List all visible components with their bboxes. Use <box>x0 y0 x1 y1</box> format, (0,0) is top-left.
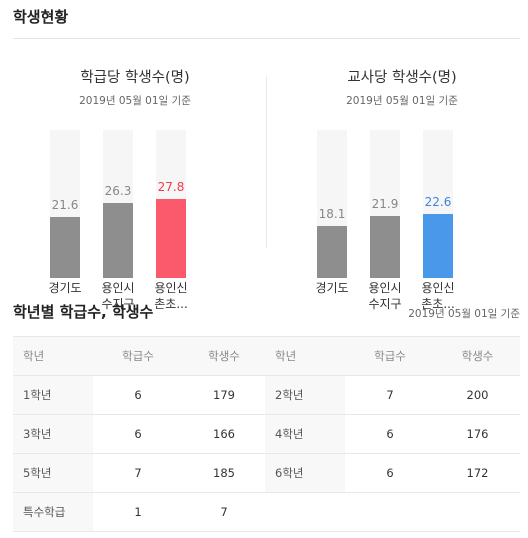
classes-cell: 1 <box>93 492 183 532</box>
bar-label-line2: 촌초... <box>154 297 188 311</box>
bar-fill <box>103 203 133 278</box>
grade-table: 학년 학급수 학생수 학년 학급수 학생수 1학년 6 179 2학년 7 20… <box>13 336 520 532</box>
empty-cell <box>265 492 345 532</box>
empty-cell <box>345 492 435 532</box>
bar-fill <box>156 199 186 278</box>
bar-label-line2: 수지구 <box>101 297 135 311</box>
bar-label-line1: 경기도 <box>48 281 82 295</box>
table-row: 1학년 6 179 2학년 7 200 <box>13 375 520 415</box>
grade-cell: 4학년 <box>265 414 345 454</box>
header-grade: 학년 <box>265 336 345 376</box>
bar-value: 26.3 <box>104 184 132 198</box>
bar-label-line1: 용인시 <box>101 281 135 295</box>
students-cell: 172 <box>435 453 520 493</box>
classes-cell: 6 <box>345 414 435 454</box>
classes-cell: 6 <box>93 414 183 454</box>
header-students: 학생수 <box>183 336 265 376</box>
students-cell: 176 <box>435 414 520 454</box>
header-grade: 학년 <box>13 336 93 376</box>
bar-fill <box>370 216 400 278</box>
chart-date: 2019년 05월 01일 기준 <box>79 95 191 107</box>
bar-fill <box>50 217 80 278</box>
bar-value: 21.9 <box>371 197 399 211</box>
bar-label-line2: 촌초... <box>421 297 455 311</box>
bar-label-line1: 용인신 <box>154 281 188 295</box>
table-row: 특수학급 1 7 <box>13 492 520 532</box>
bar-column: 18.1 경기도 <box>315 130 349 295</box>
bar-label: 경기도 <box>40 280 90 296</box>
students-cell: 185 <box>183 453 265 493</box>
empty-cell <box>435 492 520 532</box>
students-cell: 166 <box>183 414 265 454</box>
bar-label-line1: 용인신 <box>421 281 455 295</box>
chart-panel-class-size: 학급당 학생수(명) 2019년 05월 01일 기준 21.6 경기도 26.3 용… <box>15 66 255 311</box>
header-classes: 학급수 <box>93 336 183 376</box>
panel-divider <box>266 76 267 248</box>
bar-fill <box>317 226 347 278</box>
grade-cell: 2학년 <box>265 375 345 415</box>
bar-value: 18.1 <box>318 207 346 221</box>
table-row: 3학년 6 166 4학년 6 176 <box>13 414 520 454</box>
students-cell: 200 <box>435 375 520 415</box>
bar-fill <box>423 214 453 278</box>
table-header-row: 학년 학급수 학생수 학년 학급수 학생수 <box>13 336 520 376</box>
bar-value: 21.6 <box>51 198 79 212</box>
grade-cell: 1학년 <box>13 375 93 415</box>
section-title: 학년별 학급수, 학생수 <box>13 303 154 321</box>
bar-value: 22.6 <box>424 195 452 209</box>
header-classes: 학급수 <box>345 336 435 376</box>
chart-title: 교사당 학생수(명) <box>347 70 457 86</box>
students-cell: 179 <box>183 375 265 415</box>
classes-cell: 7 <box>93 453 183 493</box>
classes-cell: 7 <box>345 375 435 415</box>
section-date: 2019년 05월 01일 기준 <box>408 308 520 320</box>
table-row: 5학년 7 185 6학년 6 172 <box>13 453 520 493</box>
chart-panel-teacher-ratio: 교사당 학생수(명) 2019년 05월 01일 기준 18.1 경기도 21.9 용… <box>282 66 522 311</box>
classes-cell: 6 <box>93 375 183 415</box>
grade-cell: 5학년 <box>13 453 93 493</box>
bar-column: 21.6 경기도 <box>48 130 82 295</box>
bar-label: 경기도 <box>307 280 357 296</box>
bar-value: 27.8 <box>157 180 185 194</box>
title-divider <box>13 38 520 39</box>
students-cell: 7 <box>183 492 265 532</box>
grade-cell: 3학년 <box>13 414 93 454</box>
grade-cell: 6학년 <box>265 453 345 493</box>
chart-title: 학급당 학생수(명) <box>80 70 190 86</box>
classes-cell: 6 <box>345 453 435 493</box>
bar-label-line1: 경기도 <box>315 281 349 295</box>
chart-date: 2019년 05월 01일 기준 <box>346 95 458 107</box>
page-title: 학생현황 <box>13 8 69 26</box>
grade-cell: 특수학급 <box>13 492 93 532</box>
bar-label-line2: 수지구 <box>368 297 402 311</box>
bar-label-line1: 용인시 <box>368 281 402 295</box>
header-students: 학생수 <box>435 336 520 376</box>
